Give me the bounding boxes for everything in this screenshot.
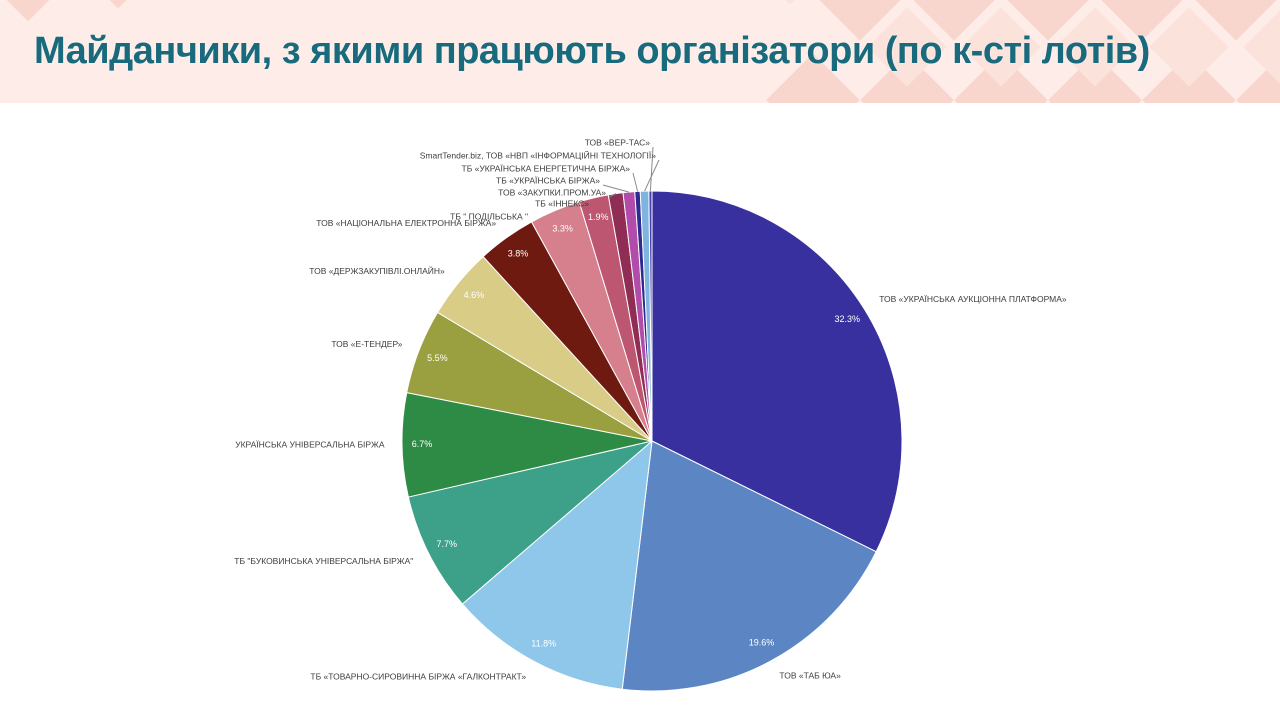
leader-line (608, 193, 617, 198)
slice-label: ТБ «УКРАЇНСЬКА БІРЖА» (496, 175, 600, 185)
slice-label: ТОВ «НАЦІОНАЛЬНА ЕЛЕКТРОННА БІРЖА» (316, 218, 496, 228)
header-banner: Майданчики, з якими працюють організатор… (0, 0, 1280, 103)
slice-label: ТОВ «ДЕРЖЗАКУПІВЛІ.ОНЛАЙН» (309, 265, 445, 276)
slice-label: ТОВ «ЗАКУПКИ.ПРОМ.УА» (498, 187, 606, 197)
pie-slice (651, 190, 903, 553)
slice-label: ТОВ «Е-ТЕНДЕР» (331, 339, 402, 349)
slice-percent-label: 3.8% (508, 248, 529, 258)
leader-line (649, 146, 654, 192)
slice-label: ТОВ «ВЕР-ТАС» (585, 137, 651, 147)
pie-slice (407, 440, 653, 605)
slice-percent-label: 11.8% (531, 638, 556, 648)
slice-percent-label: 6.7% (412, 439, 433, 449)
leader-line (644, 159, 660, 192)
slice-label: ТОВ «УКРАЇНСЬКА АУКЦІОННА ПЛАТФОРМА» (879, 294, 1067, 304)
pie-slice (621, 440, 877, 692)
slice-label: ТБ «УКРАЇНСЬКА ЕНЕРГЕТИЧНА БІРЖА» (462, 163, 631, 173)
slice-label: ТБ "БУКОВИНСЬКА УНІВЕРСАЛЬНА БІРЖА" (234, 556, 413, 566)
slice-label: ТБ «ТОВАРНО-СИРОВИННА БІРЖА «ГАЛКОНТРАКТ… (310, 671, 526, 681)
slice-label: SmartTender.biz, ТОВ «НВП «ІНФОРМАЦІЙНІ … (420, 149, 657, 160)
slice-percent-label: 4.6% (464, 290, 485, 300)
slice-label: ТБ " ПОДІЛЬСЬКА " (450, 211, 528, 221)
slice-label: ТОВ «ТАБ ЮА» (779, 670, 841, 680)
leader-line (632, 172, 639, 192)
slice-percent-label: 5.5% (427, 353, 448, 363)
chart-area: 32.3% 19.6% 11.8% 7.7% 6.7% 5.5% 4.6% 3.8% 3.3% 1… (0, 103, 1280, 720)
slice-percent-label: 19.6% (749, 638, 775, 648)
leader-line (602, 184, 630, 193)
pie-slice (648, 190, 653, 442)
slice-percent-label: 32.3% (835, 314, 861, 324)
pie-slice (461, 440, 653, 690)
slice-percent-label: 1.9% (588, 212, 609, 222)
pie-chart: 32.3% 19.6% 11.8% 7.7% 6.7% 5.5% 4.6% 3.8% 3.3% 1… (234, 137, 1067, 692)
page-title: Майданчики, з якими працюють організатор… (34, 30, 1150, 72)
slice-label: ТБ «ІННЕКС» (535, 198, 589, 208)
slice-label: УКРАЇНСЬКА УНІВЕРСАЛЬНА БІРЖА (235, 439, 385, 449)
slice-percent-label: 3.3% (552, 223, 573, 233)
slice-percent-label: 7.7% (436, 539, 457, 549)
